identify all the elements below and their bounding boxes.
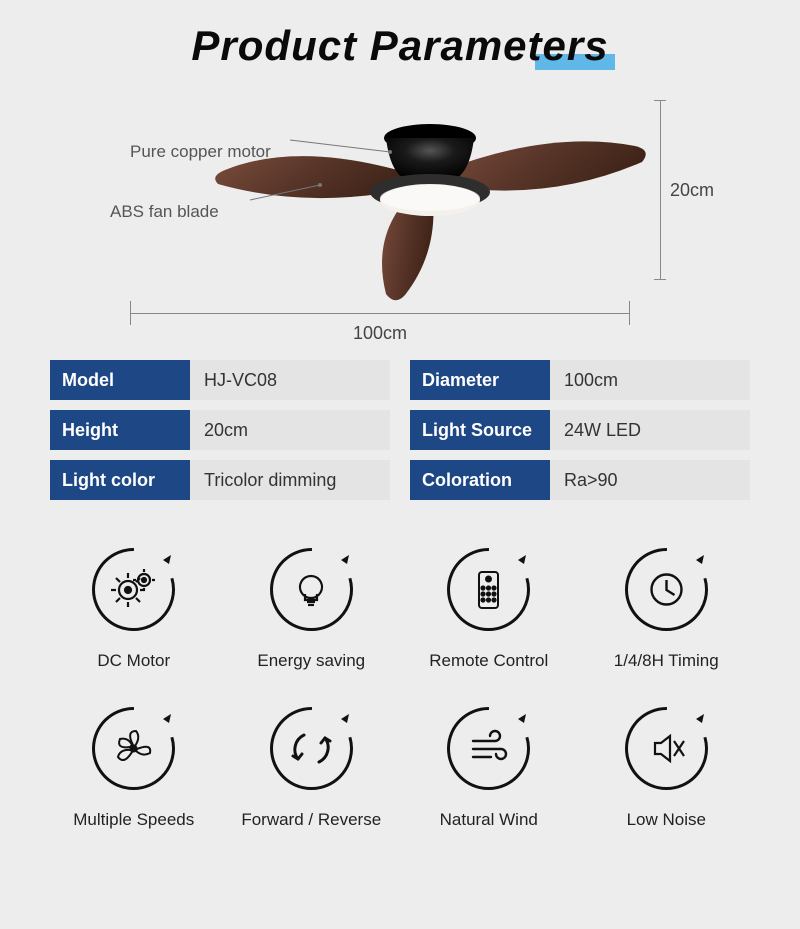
spec-value: 24W LED [550,410,750,450]
remote-icon [441,542,536,637]
spec-key: Coloration [410,460,550,500]
feature-label: 1/4/8H Timing [586,651,746,671]
feature-item: Remote Control [409,542,569,671]
spec-value: 20cm [190,410,390,450]
spec-row: Light Source24W LED [410,410,750,450]
spec-key: Light Source [410,410,550,450]
spec-row: Diameter100cm [410,360,750,400]
page-title: Product Parameters [191,22,608,70]
product-diagram: Pure copper motor ABS fan blade 100cm 20… [50,90,750,350]
height-dimension: 20cm [660,100,720,280]
feature-item: DC Motor [54,542,214,671]
feature-label: DC Motor [54,651,214,671]
spec-value: 100cm [550,360,750,400]
feature-item: Forward / Reverse [231,701,391,830]
feature-label: Low Noise [586,810,746,830]
fan-illustration [190,80,650,310]
spec-key: Light color [50,460,190,500]
spec-row: Height20cm [50,410,390,450]
spec-value: HJ-VC08 [190,360,390,400]
feature-label: Forward / Reverse [231,810,391,830]
feature-item: Energy saving [231,542,391,671]
spec-row: Light colorTricolor dimming [50,460,390,500]
feature-label: Remote Control [409,651,569,671]
width-label: 100cm [130,305,630,344]
title-text: Product Parameters [191,22,608,69]
feature-item: Natural Wind [409,701,569,830]
feature-label: Natural Wind [409,810,569,830]
callout-motor: Pure copper motor [130,142,271,162]
feature-label: Multiple Speeds [54,810,214,830]
title-wrap: Product Parameters [0,0,800,70]
width-dimension: 100cm [130,305,630,345]
spec-key: Height [50,410,190,450]
spec-row: ColorationRa>90 [410,460,750,500]
spec-value: Ra>90 [550,460,750,500]
feature-item: Multiple Speeds [54,701,214,830]
spec-value: Tricolor dimming [190,460,390,500]
bulb-icon [264,542,359,637]
spec-key: Model [50,360,190,400]
callout-blade: ABS fan blade [110,202,219,222]
height-label: 20cm [670,180,714,201]
feature-label: Energy saving [231,651,391,671]
arrows-icon [264,701,359,796]
fan-icon [86,701,181,796]
feature-item: Low Noise [586,701,746,830]
feature-grid: DC Motor Energy saving Remote Control [50,542,750,830]
mute-icon [619,701,714,796]
gear-icon [86,542,181,637]
wind-icon [441,701,536,796]
spec-table: ModelHJ-VC08Diameter100cmHeight20cmLight… [50,360,750,500]
feature-item: 1/4/8H Timing [586,542,746,671]
spec-key: Diameter [410,360,550,400]
clock-icon [619,542,714,637]
spec-row: ModelHJ-VC08 [50,360,390,400]
